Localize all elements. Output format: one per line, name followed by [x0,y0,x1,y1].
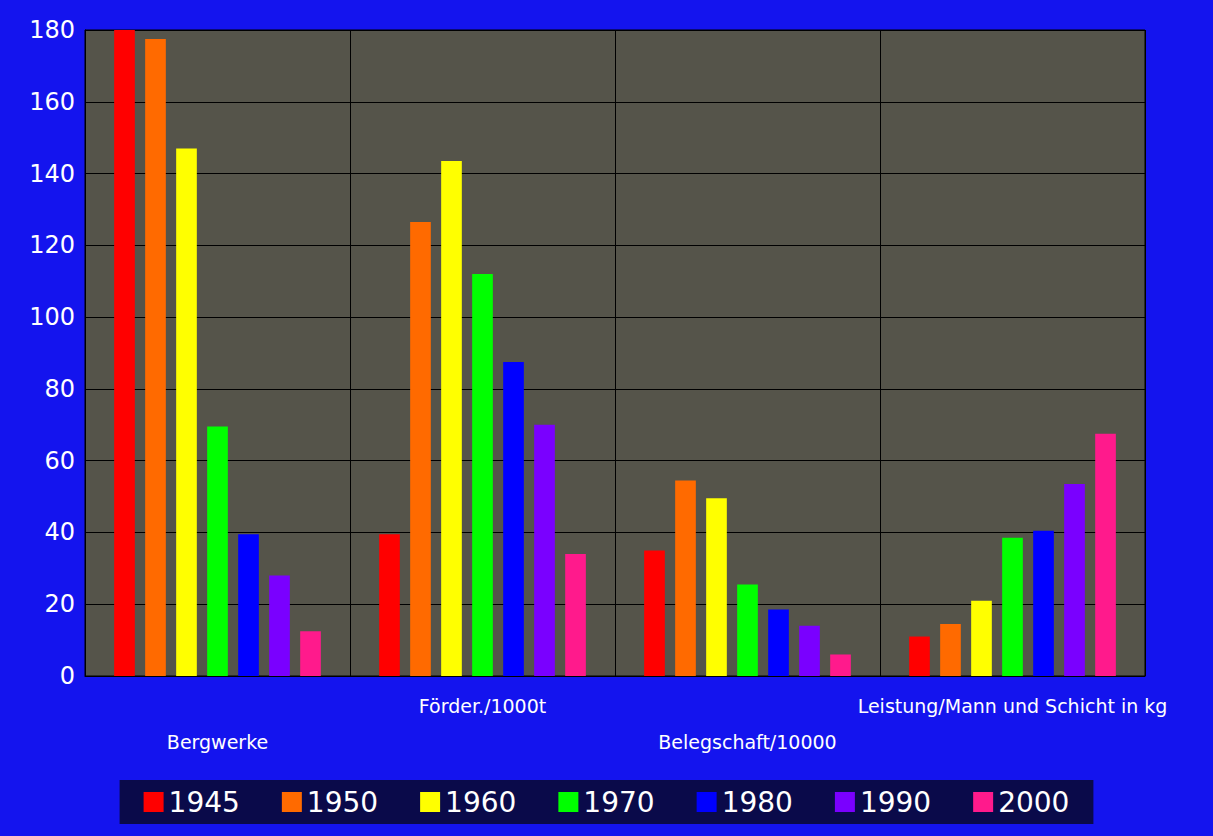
svg-text:2000: 2000 [998,786,1069,819]
svg-text:20: 20 [44,590,75,618]
svg-text:60: 60 [44,447,75,475]
svg-text:1945: 1945 [169,786,240,819]
svg-text:Bergwerke: Bergwerke [167,731,268,753]
svg-text:Förder./1000t: Förder./1000t [419,695,546,717]
svg-text:1980: 1980 [722,786,793,819]
svg-text:Leistung/Mann und Schicht in k: Leistung/Mann und Schicht in kg [858,695,1168,717]
svg-text:100: 100 [29,303,75,331]
svg-text:1960: 1960 [445,786,516,819]
svg-text:1950: 1950 [307,786,378,819]
svg-text:120: 120 [29,231,75,259]
svg-text:40: 40 [44,518,75,546]
svg-text:140: 140 [29,160,75,188]
svg-text:160: 160 [29,88,75,116]
svg-text:1990: 1990 [860,786,931,819]
svg-text:80: 80 [44,375,75,403]
svg-text:0: 0 [60,662,75,690]
svg-text:Belegschaft/10000: Belegschaft/10000 [658,731,836,753]
svg-text:180: 180 [29,16,75,44]
svg-text:1970: 1970 [583,786,654,819]
